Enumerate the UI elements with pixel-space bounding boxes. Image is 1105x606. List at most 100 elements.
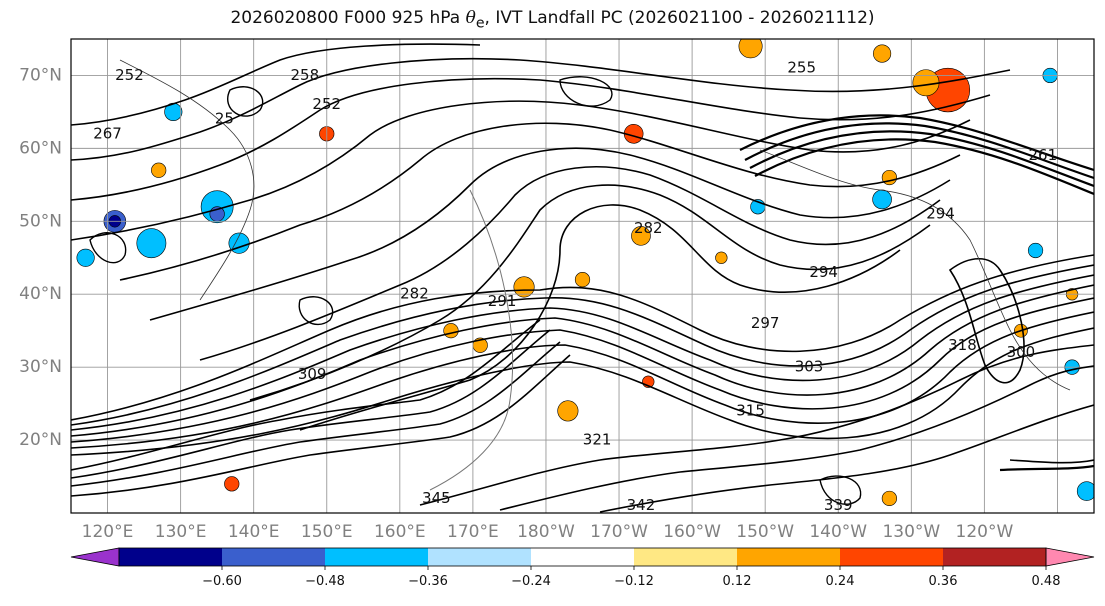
contour-line	[299, 204, 901, 431]
theta-e-contours	[71, 43, 1094, 513]
contour-line	[739, 114, 1094, 172]
contour-line	[71, 77, 991, 201]
longitude-label: 160°W	[663, 522, 721, 542]
latitude-label: 40°N	[19, 284, 62, 304]
contour-line	[819, 475, 862, 505]
contour-line	[71, 100, 971, 241]
contour-line	[249, 184, 931, 401]
longitude-label: 130°W	[882, 522, 940, 542]
contour-label: 261	[1029, 146, 1058, 164]
colorbar-segment	[531, 548, 634, 566]
colorbar-tick-label: 0.36	[929, 574, 958, 589]
contour-label: 300	[1007, 343, 1036, 361]
colorbar-frame	[118, 547, 1047, 567]
contour-line	[71, 341, 561, 487]
ivt-patch	[136, 228, 167, 259]
ivt-patch	[1027, 242, 1044, 259]
colorbar-tick-label: −0.12	[614, 574, 654, 589]
ivt-patch	[715, 251, 728, 264]
contour-label: 318	[948, 336, 977, 354]
contour-line	[199, 166, 941, 361]
colorbar-tick-label: −0.48	[305, 574, 345, 589]
contour-line	[71, 264, 1094, 426]
ivt-patch	[574, 272, 591, 288]
contour-line	[499, 365, 1094, 511]
ivt-patch	[872, 189, 892, 210]
contour-line	[71, 297, 1094, 443]
ivt-patch	[738, 39, 763, 59]
contour-line	[948, 257, 1025, 384]
map-frame	[70, 38, 1095, 514]
contour-line	[71, 57, 1011, 161]
coastline	[119, 59, 255, 301]
contour-label: 252	[115, 66, 144, 84]
contour-label: 252	[312, 95, 341, 113]
ivt-patch	[443, 323, 459, 339]
longitude-label: 170°E	[447, 522, 499, 542]
contour-label-layer: 252 258 255 252 25 267 261 282 294 294 282 291 297 30…	[93, 59, 1058, 514]
chart-title: 2026020800 F000 925 hPa θe, IVT Landfall…	[230, 8, 875, 32]
contour-line	[71, 319, 541, 471]
contour-label: 282	[634, 219, 663, 237]
ivt-patch	[557, 400, 579, 422]
contour-line	[71, 254, 1094, 421]
longitude-label: 170°W	[590, 522, 648, 542]
latitude-label: 60°N	[19, 138, 62, 158]
dateline-track	[429, 189, 514, 491]
contour-label: 342	[627, 496, 656, 514]
contour-line	[599, 404, 1094, 513]
longitude-label: 150°E	[301, 522, 353, 542]
colorbar-tick-label: −0.24	[511, 574, 551, 589]
colorbar-extend-high	[1045, 547, 1095, 567]
contour-line	[149, 147, 951, 321]
contour-line	[71, 327, 1094, 456]
colorbar: −0.60 −0.48 −0.36 −0.24 −0.12 0.12 0.24 0.36 0.4…	[70, 547, 1095, 589]
contour-line	[559, 76, 613, 107]
colorbar-tick-label: −0.36	[408, 574, 448, 589]
longitude-label: 180°W	[517, 522, 575, 542]
ivt-patch	[873, 44, 892, 63]
contour-label: 309	[298, 365, 327, 383]
colorbar-tick-label: −0.60	[202, 574, 242, 589]
contour-label: 258	[291, 66, 320, 84]
contour-label: 321	[583, 431, 612, 449]
contour-label: 282	[400, 285, 429, 303]
colorbar-tick-label: 0.24	[826, 574, 855, 589]
latitude-label: 70°N	[19, 65, 62, 85]
colorbar-segment	[634, 548, 737, 566]
longitude-label: 160°E	[374, 522, 426, 542]
contour-line	[999, 464, 1094, 472]
ivt-patch	[151, 162, 167, 178]
contour-label: 345	[422, 489, 451, 507]
colorbar-tick-label: 0.48	[1032, 574, 1061, 589]
ivt-patch	[631, 226, 651, 246]
ivt-patch	[76, 248, 95, 267]
colorbar-segment	[840, 548, 943, 566]
latitude-label: 30°N	[19, 357, 62, 377]
contour-line	[71, 43, 481, 126]
contour-line	[298, 296, 334, 326]
contour-line	[419, 344, 1094, 506]
contour-line	[71, 354, 571, 497]
contour-line	[749, 130, 1094, 188]
contour-label: 315	[736, 401, 765, 419]
colorbar-segment	[428, 548, 531, 566]
contour-line	[1009, 459, 1094, 464]
contour-label: 339	[824, 496, 853, 514]
colorbar-segment	[943, 548, 1046, 566]
contour-label: 294	[809, 263, 838, 281]
contour-line	[754, 138, 1094, 196]
coastline	[759, 149, 1071, 391]
contour-line	[227, 86, 264, 117]
latitude-label: 20°N	[19, 430, 62, 450]
longitude-label: 130°E	[155, 522, 207, 542]
ivt-patch	[1076, 481, 1094, 501]
latitude-label: 50°N	[19, 211, 62, 231]
longitude-label: 150°W	[736, 522, 794, 542]
latitude-labels: 70°N 60°N 50°N 40°N 30°N 20°N	[19, 65, 62, 450]
contour-label: 303	[795, 358, 824, 376]
colorbar-segment	[222, 548, 325, 566]
longitude-labels: 120°E 130°E 140°E 150°E 160°E 170°E 180°W 170°W…	[82, 522, 1014, 542]
ivt-patch	[513, 276, 535, 298]
